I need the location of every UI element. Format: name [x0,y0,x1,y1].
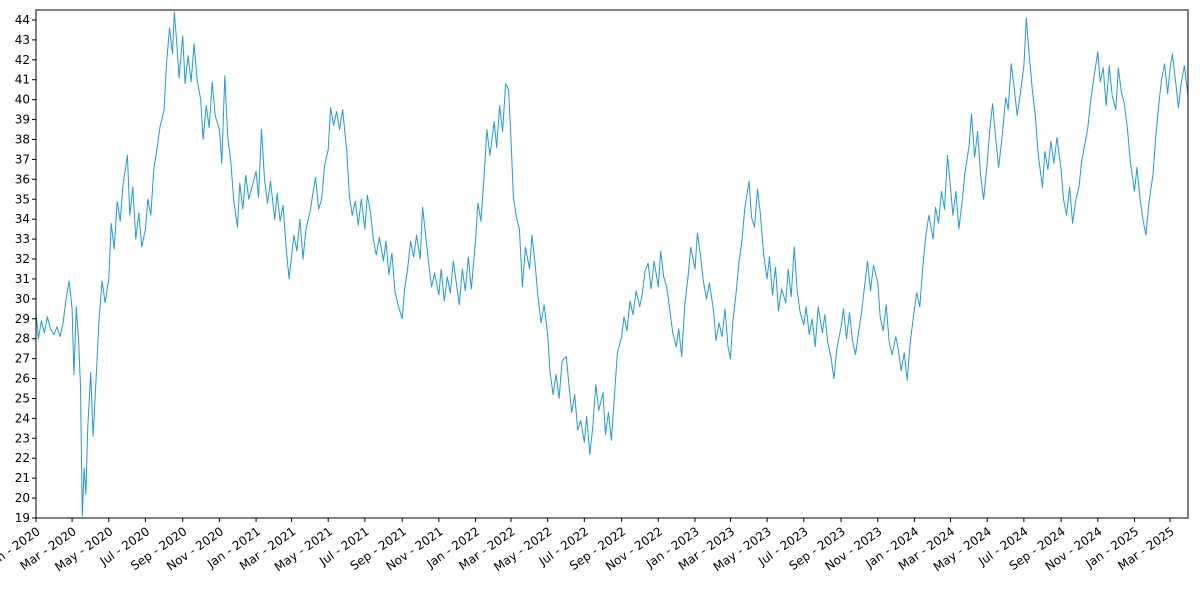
y-tick-label: 31 [15,272,30,286]
y-tick-label: 39 [15,113,30,127]
y-tick-label: 44 [15,13,30,27]
y-tick-label: 19 [15,511,30,525]
y-tick-label: 25 [15,391,30,405]
y-tick-label: 27 [15,352,30,366]
series-layer [35,11,1189,517]
y-tick-label: 24 [15,411,30,425]
y-tick-label: 41 [15,73,30,87]
y-tick-label: 34 [15,212,30,226]
y-tick-label: 42 [15,53,30,67]
y-tick-label: 22 [15,451,30,465]
y-tick-label: 29 [15,312,30,326]
y-tick-label: 26 [15,372,30,386]
y-tick-label: 32 [15,252,30,266]
y-tick-label: 37 [15,152,30,166]
y-axis: 19 20 21 22 23 24 25 26 27 28 29 30 31 32 33 34 35 36 37 38… [15,13,36,525]
y-tick-label: 43 [15,33,30,47]
y-tick-label: 21 [15,471,30,485]
y-tick-label: 35 [15,192,30,206]
y-tick-label: 36 [15,172,30,186]
y-tick-label: 30 [15,292,30,306]
y-tick-label: 20 [15,491,30,505]
y-tick-label: 33 [15,232,30,246]
y-tick-label: 38 [15,132,30,146]
y-tick-label: 23 [15,431,30,445]
series-line [35,11,1189,517]
y-tick-label: 40 [15,93,30,107]
y-tick-label: 28 [15,332,30,346]
plot-frame [35,9,1189,519]
